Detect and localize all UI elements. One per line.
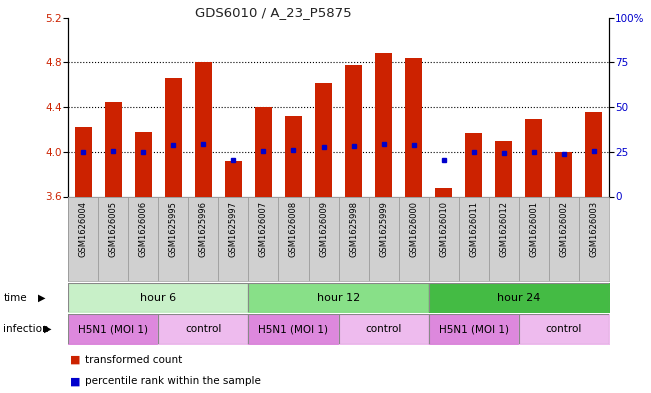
Bar (285, 116, 302, 196)
Bar (135, 132, 152, 196)
Text: H5N1 (MOI 1): H5N1 (MOI 1) (78, 324, 148, 334)
Text: percentile rank within the sample: percentile rank within the sample (85, 376, 260, 386)
Text: GSM1625999: GSM1625999 (379, 201, 388, 257)
Text: GSM1626000: GSM1626000 (409, 201, 418, 257)
Text: GSM1626004: GSM1626004 (79, 201, 88, 257)
Bar (249, 196, 279, 281)
Text: ■: ■ (70, 376, 81, 386)
Bar (309, 196, 339, 281)
Bar (315, 83, 332, 196)
Bar (225, 161, 242, 196)
Text: hour 6: hour 6 (141, 293, 176, 303)
Bar (549, 196, 579, 281)
Bar (255, 107, 271, 196)
Bar (555, 152, 572, 196)
Bar (98, 196, 128, 281)
Text: ■: ■ (70, 354, 81, 365)
Bar (105, 101, 122, 196)
Text: GSM1626005: GSM1626005 (109, 201, 118, 257)
Bar (339, 196, 368, 281)
Text: control: control (546, 324, 582, 334)
Bar (375, 53, 392, 196)
Text: transformed count: transformed count (85, 354, 182, 365)
Text: GSM1626001: GSM1626001 (529, 201, 538, 257)
Bar (368, 196, 398, 281)
Bar (345, 64, 362, 196)
Text: control: control (186, 324, 221, 334)
Bar (428, 196, 458, 281)
Bar (489, 196, 519, 281)
Bar (219, 196, 249, 281)
Text: GSM1625997: GSM1625997 (229, 201, 238, 257)
Text: hour 24: hour 24 (497, 293, 540, 303)
Bar (465, 133, 482, 196)
Bar (436, 187, 452, 196)
Text: ▶: ▶ (44, 324, 51, 334)
Bar (128, 196, 158, 281)
Bar (406, 58, 422, 196)
Text: GDS6010 / A_23_P5875: GDS6010 / A_23_P5875 (195, 6, 352, 19)
Bar (188, 196, 219, 281)
Text: GSM1625996: GSM1625996 (199, 201, 208, 257)
Text: GSM1625998: GSM1625998 (349, 201, 358, 257)
Bar (158, 196, 188, 281)
Text: time: time (3, 293, 27, 303)
Text: GSM1626008: GSM1626008 (289, 201, 298, 257)
Text: H5N1 (MOI 1): H5N1 (MOI 1) (258, 324, 329, 334)
Text: infection: infection (3, 324, 49, 334)
Bar (495, 141, 512, 196)
Text: GSM1626010: GSM1626010 (439, 201, 448, 257)
Bar (279, 196, 309, 281)
Bar (398, 196, 428, 281)
Text: GSM1626002: GSM1626002 (559, 201, 568, 257)
Text: GSM1626007: GSM1626007 (259, 201, 268, 257)
Bar (579, 196, 609, 281)
Text: ▶: ▶ (38, 293, 46, 303)
Text: H5N1 (MOI 1): H5N1 (MOI 1) (439, 324, 508, 334)
Bar (585, 112, 602, 196)
Text: GSM1626011: GSM1626011 (469, 201, 478, 257)
Text: GSM1626012: GSM1626012 (499, 201, 508, 257)
Bar (519, 196, 549, 281)
Text: hour 12: hour 12 (317, 293, 360, 303)
Text: GSM1626003: GSM1626003 (589, 201, 598, 257)
Bar (525, 119, 542, 196)
Text: GSM1626006: GSM1626006 (139, 201, 148, 257)
Text: GSM1626009: GSM1626009 (319, 201, 328, 257)
Bar (195, 62, 212, 196)
Bar (68, 196, 98, 281)
Bar (165, 78, 182, 196)
Bar (75, 127, 92, 196)
Text: control: control (365, 324, 402, 334)
Bar (458, 196, 489, 281)
Text: GSM1625995: GSM1625995 (169, 201, 178, 257)
